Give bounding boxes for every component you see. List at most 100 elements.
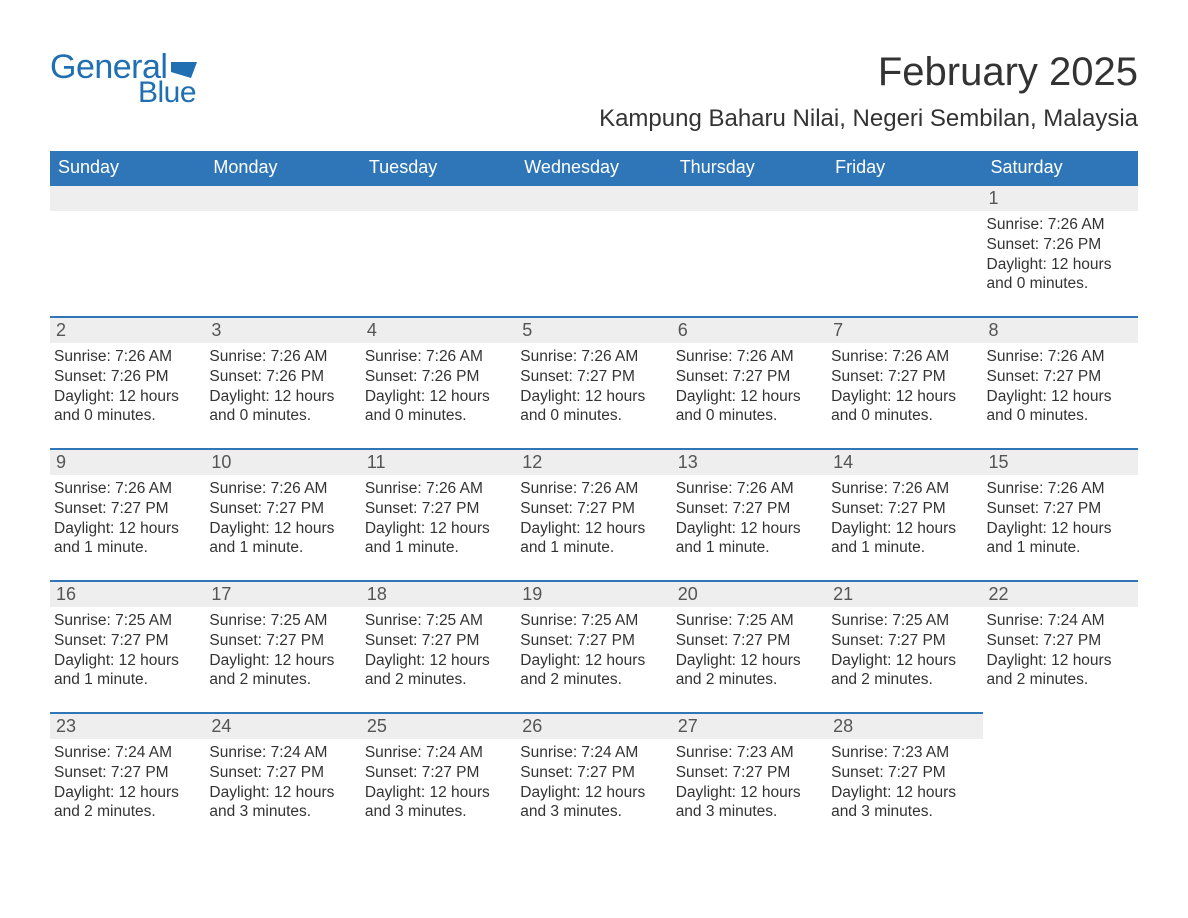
sunrise-text: Sunrise: 7:24 AM [987, 611, 1134, 631]
daylight-text: Daylight: 12 hours and 3 minutes. [676, 783, 823, 823]
daylight-text: Daylight: 12 hours and 1 minute. [831, 519, 978, 559]
sunrise-text: Sunrise: 7:23 AM [676, 743, 823, 763]
daylight-text: Daylight: 12 hours and 2 minutes. [365, 651, 512, 691]
calendar-week: 23Sunrise: 7:24 AMSunset: 7:27 PMDayligh… [50, 712, 1138, 844]
sunrise-text: Sunrise: 7:24 AM [209, 743, 356, 763]
day-number: 11 [361, 450, 516, 475]
calendar-cell-empty [516, 184, 671, 316]
sunset-text: Sunset: 7:27 PM [831, 499, 978, 519]
sunrise-text: Sunrise: 7:25 AM [520, 611, 667, 631]
daylight-text: Daylight: 12 hours and 0 minutes. [987, 387, 1134, 427]
sunrise-text: Sunrise: 7:25 AM [54, 611, 201, 631]
sunset-text: Sunset: 7:27 PM [520, 763, 667, 783]
calendar-cell: 27 Sunrise: 7:23 AMSunset: 7:27 PMDayligh… [672, 712, 827, 844]
sunrise-text: Sunrise: 7:26 AM [365, 347, 512, 367]
calendar-cell: 23Sunrise: 7:24 AMSunset: 7:27 PMDayligh… [50, 712, 205, 844]
day-number: 23 [50, 714, 205, 739]
daylight-text: Daylight: 12 hours and 0 minutes. [520, 387, 667, 427]
day-details: Sunrise: 7:26 AMSunset: 7:26 PMDaylight:… [50, 343, 205, 436]
day-details: Sunrise: 7:24 AMSunset: 7:27 PMDaylight:… [516, 739, 671, 832]
daylight-text: Daylight: 12 hours and 0 minutes. [676, 387, 823, 427]
daylight-text: Daylight: 12 hours and 2 minutes. [676, 651, 823, 691]
brand-blue: Blue [138, 78, 196, 108]
calendar-cell: 28Sunrise: 7:23 AMSunset: 7:27 PMDayligh… [827, 712, 982, 844]
weekday-header: Thursday [672, 151, 827, 184]
calendar-cell: 21Sunrise: 7:25 AMSunset: 7:27 PMDayligh… [827, 580, 982, 712]
calendar-cell: 24Sunrise: 7:24 AMSunset: 7:27 PMDayligh… [205, 712, 360, 844]
daylight-text: Daylight: 12 hours and 2 minutes. [54, 783, 201, 823]
daylight-text: Daylight: 12 hours and 2 minutes. [520, 651, 667, 691]
day-number: 5 [516, 318, 671, 343]
day-details: Sunrise: 7:25 AMSunset: 7:27 PMDaylight:… [827, 607, 982, 700]
calendar-cell: 12Sunrise: 7:26 AMSunset: 7:27 PMDayligh… [516, 448, 671, 580]
weekday-header: Tuesday [361, 151, 516, 184]
day-number: 26 [516, 714, 671, 739]
day-details: Sunrise: 7:26 AMSunset: 7:26 PMDaylight:… [983, 211, 1138, 304]
sunrise-text: Sunrise: 7:25 AM [831, 611, 978, 631]
day-number: 18 [361, 582, 516, 607]
sunrise-text: Sunrise: 7:24 AM [365, 743, 512, 763]
sunset-text: Sunset: 7:27 PM [987, 367, 1134, 387]
daylight-text: Daylight: 12 hours and 1 minute. [676, 519, 823, 559]
calendar-table: SundayMondayTuesdayWednesdayThursdayFrid… [50, 151, 1138, 844]
day-number: 25 [361, 714, 516, 739]
sunset-text: Sunset: 7:27 PM [676, 763, 823, 783]
day-details: Sunrise: 7:26 AMSunset: 7:27 PMDaylight:… [983, 343, 1138, 436]
day-details: Sunrise: 7:26 AMSunset: 7:27 PMDaylight:… [827, 475, 982, 568]
sunset-text: Sunset: 7:27 PM [987, 499, 1134, 519]
sunset-text: Sunset: 7:27 PM [676, 367, 823, 387]
day-details: Sunrise: 7:24 AMSunset: 7:27 PMDaylight:… [983, 607, 1138, 700]
sunset-text: Sunset: 7:27 PM [831, 763, 978, 783]
sunrise-text: Sunrise: 7:23 AM [831, 743, 978, 763]
calendar-cell: 1Sunrise: 7:26 AMSunset: 7:26 PMDaylight… [983, 184, 1138, 316]
daylight-text: Daylight: 12 hours and 2 minutes. [209, 651, 356, 691]
daylight-text: Daylight: 12 hours and 2 minutes. [831, 651, 978, 691]
day-details: Sunrise: 7:25 AMSunset: 7:27 PMDaylight:… [516, 607, 671, 700]
calendar-cell: 9Sunrise: 7:26 AMSunset: 7:27 PMDaylight… [50, 448, 205, 580]
calendar-cell: 8Sunrise: 7:26 AMSunset: 7:27 PMDaylight… [983, 316, 1138, 448]
day-details: Sunrise: 7:25 AMSunset: 7:27 PMDaylight:… [50, 607, 205, 700]
sunrise-text: Sunrise: 7:26 AM [831, 479, 978, 499]
calendar-cell-empty [983, 712, 1138, 844]
day-number: 19 [516, 582, 671, 607]
day-details: Sunrise: 7:26 AMSunset: 7:27 PMDaylight:… [827, 343, 982, 436]
sunrise-text: Sunrise: 7:26 AM [987, 479, 1134, 499]
calendar-cell: 5Sunrise: 7:26 AMSunset: 7:27 PMDaylight… [516, 316, 671, 448]
sunset-text: Sunset: 7:27 PM [676, 631, 823, 651]
day-details: Sunrise: 7:24 AMSunset: 7:27 PMDaylight:… [205, 739, 360, 832]
calendar-cell: 15Sunrise: 7:26 AMSunset: 7:27 PMDayligh… [983, 448, 1138, 580]
weekday-header: Wednesday [516, 151, 671, 184]
day-number: 27 [672, 714, 827, 739]
calendar-cell: 4Sunrise: 7:26 AMSunset: 7:26 PMDaylight… [361, 316, 516, 448]
day-details: Sunrise: 7:26 AMSunset: 7:27 PMDaylight:… [516, 475, 671, 568]
sunset-text: Sunset: 7:26 PM [365, 367, 512, 387]
calendar-cell: 26Sunrise: 7:24 AMSunset: 7:27 PMDayligh… [516, 712, 671, 844]
daylight-text: Daylight: 12 hours and 0 minutes. [54, 387, 201, 427]
calendar-cell: 25Sunrise: 7:24 AMSunset: 7:27 PMDayligh… [361, 712, 516, 844]
daylight-text: Daylight: 12 hours and 3 minutes. [209, 783, 356, 823]
sunrise-text: Sunrise: 7:26 AM [831, 347, 978, 367]
sunset-text: Sunset: 7:27 PM [209, 631, 356, 651]
sunset-text: Sunset: 7:26 PM [54, 367, 201, 387]
day-number: 13 [672, 450, 827, 475]
sunset-text: Sunset: 7:27 PM [520, 631, 667, 651]
day-number: 22 [983, 582, 1138, 607]
day-number: 28 [827, 714, 982, 739]
calendar-cell-empty [827, 184, 982, 316]
sunset-text: Sunset: 7:27 PM [365, 631, 512, 651]
day-details: Sunrise: 7:25 AMSunset: 7:27 PMDaylight:… [361, 607, 516, 700]
sunrise-text: Sunrise: 7:26 AM [676, 347, 823, 367]
day-details: Sunrise: 7:25 AMSunset: 7:27 PMDaylight:… [205, 607, 360, 700]
sunset-text: Sunset: 7:27 PM [209, 763, 356, 783]
daylight-text: Daylight: 12 hours and 0 minutes. [209, 387, 356, 427]
calendar-cell: 2Sunrise: 7:26 AMSunset: 7:26 PMDaylight… [50, 316, 205, 448]
weekday-header: Saturday [983, 151, 1138, 184]
month-title: February 2025 [599, 50, 1138, 95]
daylight-text: Daylight: 12 hours and 3 minutes. [520, 783, 667, 823]
calendar-cell: 11Sunrise: 7:26 AMSunset: 7:27 PMDayligh… [361, 448, 516, 580]
day-number: 4 [361, 318, 516, 343]
day-number: 8 [983, 318, 1138, 343]
calendar-cell: 19Sunrise: 7:25 AMSunset: 7:27 PMDayligh… [516, 580, 671, 712]
day-number: 10 [205, 450, 360, 475]
sunrise-text: Sunrise: 7:24 AM [520, 743, 667, 763]
